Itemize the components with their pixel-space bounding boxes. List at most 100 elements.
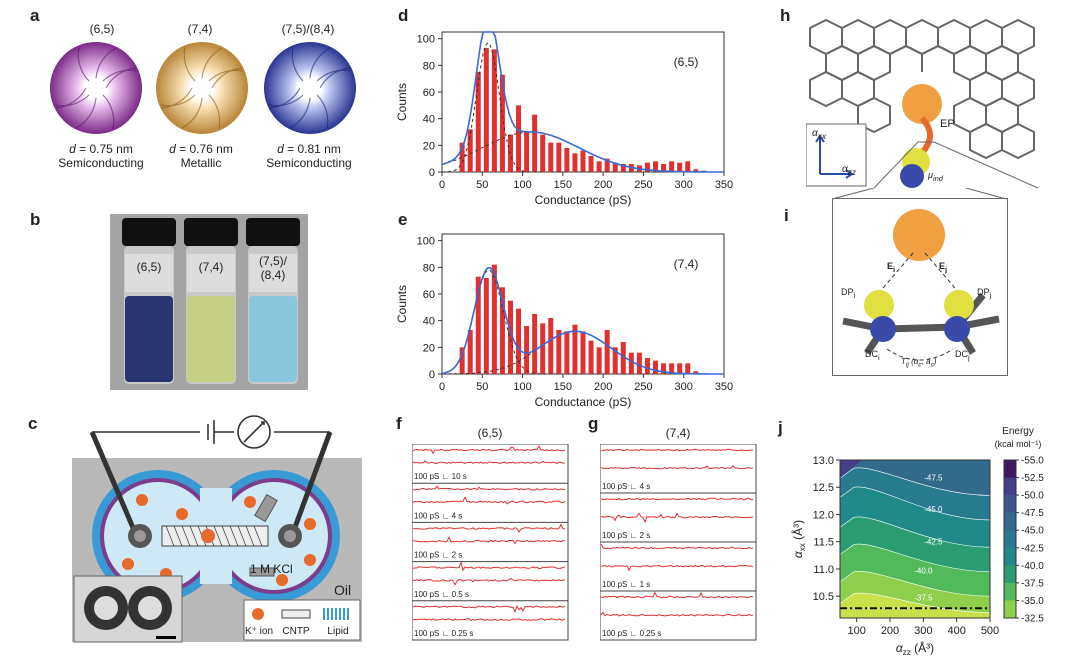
current-trace bbox=[600, 465, 754, 470]
histogram-bar bbox=[661, 164, 667, 172]
histogram-bar bbox=[516, 308, 522, 374]
electrode-left bbox=[89, 431, 137, 531]
dc-symbol: DC bbox=[955, 349, 968, 359]
x-tick-label: 100 bbox=[513, 179, 531, 191]
histogram-bar bbox=[524, 326, 530, 374]
histogram-bar bbox=[636, 352, 642, 374]
mu-ind-label: μind bbox=[928, 170, 943, 183]
y-tick-label: 10.5 bbox=[813, 591, 834, 603]
x-tick-label: 100 bbox=[847, 625, 865, 637]
colorbar-segment bbox=[1004, 582, 1016, 601]
y-tick-label: 40 bbox=[423, 316, 435, 328]
t-args2: , a bbox=[921, 357, 931, 366]
alpha-symbol: α bbox=[812, 128, 818, 139]
histogram-bar bbox=[653, 360, 659, 374]
carbon-lattice bbox=[809, 18, 1035, 160]
gaussian-component-1 bbox=[441, 269, 723, 375]
colorbar-frame bbox=[1003, 459, 1017, 619]
ammeter-needle-icon bbox=[243, 421, 265, 443]
framework-structure bbox=[805, 18, 1039, 189]
panel-label-a: a bbox=[30, 6, 40, 25]
lipid-legend-icon bbox=[323, 608, 349, 620]
t-close: ) bbox=[933, 357, 937, 366]
zoom-connector bbox=[831, 188, 1007, 200]
trace-scale-label: 100 pS ∟ 2 s bbox=[602, 531, 650, 540]
vials-photo: (6,5) (7,4) (7,5)/ (8,4) bbox=[110, 214, 308, 390]
histogram-bar bbox=[661, 363, 667, 374]
panel-label-b: b bbox=[30, 210, 41, 229]
tube-type: Metallic bbox=[180, 156, 222, 170]
x-tick-label: 200 bbox=[594, 179, 612, 191]
plot-frame bbox=[839, 459, 991, 619]
histogram-bar bbox=[507, 300, 513, 374]
tube-65-caption: d = 0.75 nm Semiconducting bbox=[46, 142, 156, 170]
y-tick-label: 20 bbox=[423, 342, 435, 354]
ei-field-line bbox=[876, 252, 914, 296]
x-tick-label: 300 bbox=[914, 625, 932, 637]
panel-g-title: (7,4) bbox=[665, 426, 691, 440]
contour-label: -37.5 bbox=[914, 594, 933, 603]
trace-scale-label: 100 pS ∟ 4 s bbox=[602, 482, 650, 491]
colorbar-tick-label: -40.0 bbox=[1021, 561, 1044, 572]
subscript: j bbox=[968, 352, 970, 362]
histogram-bar bbox=[612, 347, 618, 374]
vial-label-65: (6,5) bbox=[136, 260, 162, 274]
y-axis-label: Counts bbox=[395, 83, 409, 121]
x-tick-label: 350 bbox=[715, 179, 733, 191]
bilayer-schematic bbox=[72, 415, 362, 643]
contour-label: -45.0 bbox=[924, 505, 943, 514]
x-tick-label: 350 bbox=[715, 381, 733, 393]
tube-65-icon bbox=[50, 42, 142, 134]
x-axis-label: Conductance (pS) bbox=[535, 395, 632, 409]
total-fit-curve bbox=[441, 267, 723, 375]
panel-label-f: f bbox=[396, 414, 402, 433]
mu-symbol: μ bbox=[928, 170, 933, 180]
current-trace bbox=[600, 611, 754, 617]
dci-label: DCi bbox=[865, 349, 880, 362]
histogram-bar bbox=[596, 161, 602, 172]
ion-in-tube bbox=[201, 529, 215, 543]
current-trace bbox=[412, 577, 566, 586]
colorbar-title: Energy bbox=[1002, 426, 1034, 437]
colorbar-segment bbox=[1004, 460, 1016, 479]
trace-scale-label: 100 pS ∟ 0.25 s bbox=[602, 629, 661, 638]
y-tick-label: 0 bbox=[429, 167, 435, 179]
total-fit-curve bbox=[441, 31, 723, 173]
histogram-bar bbox=[620, 342, 626, 374]
contour-label: -47.5 bbox=[924, 474, 943, 483]
electrode-right bbox=[291, 431, 333, 531]
histogram-bar bbox=[540, 323, 546, 374]
panel-h: EP αxx αzz μind bbox=[805, 14, 1039, 190]
histogram-bar bbox=[653, 161, 659, 172]
y-tick-label: 80 bbox=[423, 262, 435, 274]
y-tick-label: 40 bbox=[423, 114, 435, 126]
t-args: (α bbox=[911, 357, 919, 366]
colorbar-segment bbox=[1004, 477, 1016, 496]
histogram-bar bbox=[540, 134, 546, 172]
current-trace bbox=[412, 460, 566, 465]
current-trace bbox=[600, 543, 754, 550]
histogram-bar bbox=[564, 331, 570, 374]
histogram-bar bbox=[491, 49, 497, 172]
y-axis-label: αxx (Å³) bbox=[790, 520, 807, 558]
axes-box bbox=[805, 123, 867, 187]
x-tick-label: 200 bbox=[594, 381, 612, 393]
current-trace bbox=[412, 496, 566, 505]
circuit-wires bbox=[92, 420, 330, 444]
colorbar-segment bbox=[1004, 495, 1016, 514]
colorbar-tick-label: -42.5 bbox=[1021, 543, 1044, 554]
dc-symbol: DC bbox=[865, 349, 878, 359]
traces-f: 100 pS ∟ 10 s 100 pS ∟ 4 s 100 pS ∟ 2 s 100… bbox=[412, 444, 569, 641]
histogram-bar bbox=[499, 74, 505, 172]
colorbar-tick-label: -32.5 bbox=[1021, 614, 1044, 625]
dc-i-sphere bbox=[870, 316, 896, 342]
y-tick-label: 20 bbox=[423, 140, 435, 152]
subscript: i bbox=[878, 352, 880, 362]
y-tick-label: 60 bbox=[423, 289, 435, 301]
colorbar-tick-label: -55.0 bbox=[1021, 456, 1044, 467]
colorbar-tick-label: -37.5 bbox=[1021, 578, 1044, 589]
tube-label-75-84: (7,5)/(8,4) bbox=[281, 22, 335, 36]
y-axis-label: Counts bbox=[395, 285, 409, 323]
ei-label: Ei bbox=[887, 261, 895, 274]
x-tick-label: 500 bbox=[981, 625, 999, 637]
